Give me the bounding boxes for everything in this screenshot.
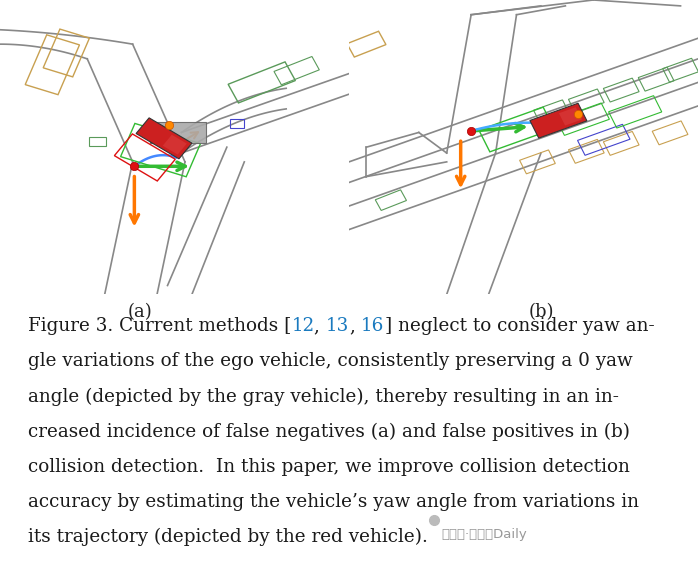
Text: 公众号·自动驾Daily: 公众号·自动驾Daily	[442, 528, 528, 541]
Text: its trajectory (depicted by the red vehicle).: its trajectory (depicted by the red vehi…	[28, 528, 428, 546]
Text: collision detection.  In this paper, we improve collision detection: collision detection. In this paper, we i…	[28, 458, 630, 476]
Polygon shape	[559, 107, 582, 126]
Text: gle variations of the ego vehicle, consistently preserving a 0 yaw: gle variations of the ego vehicle, consi…	[28, 353, 633, 371]
Polygon shape	[530, 103, 587, 138]
Polygon shape	[163, 135, 187, 155]
Text: (b): (b)	[528, 303, 554, 321]
Polygon shape	[136, 118, 192, 159]
Text: 13: 13	[326, 318, 350, 336]
Text: Figure 3. Current methods [: Figure 3. Current methods [	[28, 318, 291, 336]
Polygon shape	[150, 122, 206, 143]
Text: 16: 16	[362, 318, 385, 336]
Text: ,: ,	[315, 318, 326, 336]
Text: ,: ,	[350, 318, 362, 336]
Text: creased incidence of false negatives (a) and false positives in (b): creased incidence of false negatives (a)…	[28, 423, 630, 441]
Text: (a): (a)	[127, 303, 152, 321]
Text: ] neglect to consider yaw an-: ] neglect to consider yaw an-	[385, 318, 654, 336]
Text: accuracy by estimating the vehicle’s yaw angle from variations in: accuracy by estimating the vehicle’s yaw…	[28, 493, 639, 511]
Text: 12: 12	[291, 318, 315, 336]
Text: angle (depicted by the gray vehicle), thereby resulting in an in-: angle (depicted by the gray vehicle), th…	[28, 388, 619, 406]
